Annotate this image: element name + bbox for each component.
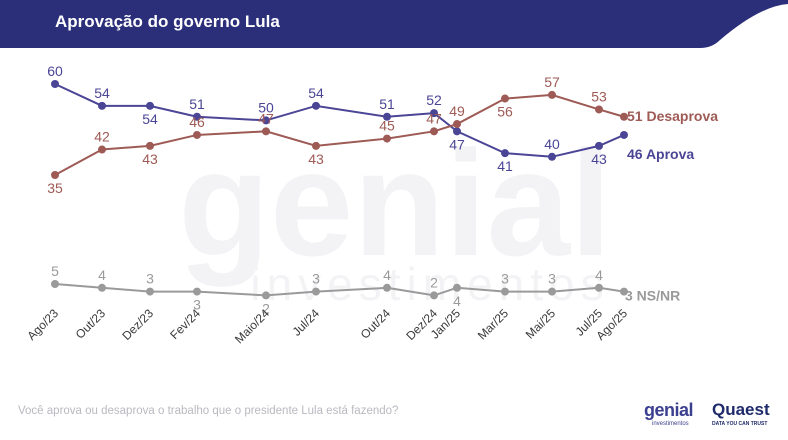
aprova-value-label: 51	[379, 96, 395, 112]
desaprova-point	[453, 120, 461, 128]
genial-logo-word: genial	[644, 400, 693, 421]
nsnr-point	[595, 284, 603, 292]
desaprova-point	[595, 105, 603, 113]
aprova-value-label: 54	[142, 111, 158, 127]
nsnr-value-label: 3	[312, 271, 320, 287]
survey-question: Você aprova ou desaprova o trabalho que …	[18, 405, 398, 417]
nsnr-point	[98, 284, 106, 292]
nsnr-value-label: 3	[548, 271, 556, 287]
nsnr-point	[146, 288, 154, 296]
quaest-logo: Quaest DATA YOU CAN TRUST	[712, 402, 782, 432]
nsnr-point	[453, 284, 461, 292]
quaest-logo-sub: DATA YOU CAN TRUST	[712, 421, 767, 427]
genial-logo-sub: investimentos	[652, 421, 689, 427]
nsnr-value-label: 2	[430, 274, 438, 290]
aprova-value-label: 40	[544, 136, 560, 152]
quaest-logo-word: Quaest	[712, 400, 770, 420]
desaprova-point	[430, 127, 438, 135]
nsnr-value-label: 4	[453, 293, 461, 309]
nsnr-point	[312, 288, 320, 296]
nsnr-point	[262, 291, 270, 299]
x-tick-label: Jul/24	[290, 306, 323, 339]
aprova-point	[453, 127, 461, 135]
desaprova-point	[501, 95, 509, 103]
x-tick-label: Dez/23	[119, 306, 156, 343]
aprova-value-label: 60	[47, 63, 63, 79]
desaprova-value-label: 47	[426, 110, 442, 126]
aprova-value-label: 47	[449, 136, 465, 152]
aprova-point	[548, 153, 556, 161]
desaprova-value-label: 56	[497, 104, 513, 120]
desaprova-value-label: 43	[308, 151, 324, 167]
x-tick-label: Ago/23	[24, 306, 61, 343]
desaprova-value-label: 53	[591, 88, 607, 104]
nsnr-point	[383, 284, 391, 292]
desaprova-value-label: 49	[449, 103, 465, 119]
desaprova-value-label: 42	[94, 129, 110, 145]
aprova-value-label: 51	[189, 96, 205, 112]
desaprova-value-label: 47	[258, 110, 274, 126]
nsnr-value-label: 4	[595, 267, 603, 283]
desaprova-point	[146, 142, 154, 150]
desaprova-point	[548, 91, 556, 99]
nsnr-value-label: 4	[98, 267, 106, 283]
aprova-value-label: 54	[308, 85, 324, 101]
desaprova-end-label: 51 Desaprova	[627, 108, 718, 124]
desaprova-value-label: 46	[189, 114, 205, 130]
desaprova-point	[312, 142, 320, 150]
nsnr-point	[193, 288, 201, 296]
x-tick-label: Mar/25	[475, 306, 512, 343]
desaprova-value-label: 57	[544, 74, 560, 90]
x-axis-ticks: Ago/23 Out/23 Dez/23 Fev/24 Maio/24 Jul/24 Out…	[24, 306, 630, 346]
desaprova-point	[383, 135, 391, 143]
nsnr-end-label: 3 NS/NR	[625, 288, 680, 304]
x-tick-label: Fev/24	[167, 306, 203, 342]
x-tick-label: Maio/24	[232, 306, 272, 346]
nsnr-value-label: 5	[51, 263, 59, 279]
desaprova-point	[51, 171, 59, 179]
aprova-point	[501, 149, 509, 157]
nsnr-point	[51, 280, 59, 288]
nsnr-value-label: 3	[146, 271, 154, 287]
x-tick-label: Out/23	[73, 306, 109, 342]
desaprova-point	[98, 146, 106, 154]
x-tick-label: Out/24	[358, 306, 394, 342]
aprova-point	[620, 131, 628, 139]
aprova-value-label: 54	[94, 85, 110, 101]
aprova-value-label: 43	[591, 151, 607, 167]
desaprova-value-label: 45	[379, 118, 395, 134]
x-tick-label: Mai/25	[523, 306, 559, 342]
nsnr-value-label: 3	[501, 271, 509, 287]
nsnr-point	[548, 288, 556, 296]
aprova-point	[51, 80, 59, 88]
desaprova-value-label: 35	[47, 180, 63, 196]
nsnr-value-label: 4	[383, 267, 391, 283]
nsnr-point	[430, 291, 438, 299]
aprova-value-label: 52	[426, 92, 442, 108]
aprova-point	[146, 102, 154, 110]
nsnr-point	[501, 288, 509, 296]
aprova-point	[595, 142, 603, 150]
genial-logo: genial investimentos	[644, 402, 706, 432]
end-labels: 46 Aprova 51 Desaprova 3 NS/NR	[625, 108, 718, 304]
desaprova-value-label: 43	[142, 151, 158, 167]
aprova-point	[98, 102, 106, 110]
aprova-end-label: 46 Aprova	[627, 146, 694, 162]
desaprova-point	[262, 127, 270, 135]
desaprova-point	[193, 131, 201, 139]
aprova-point	[312, 102, 320, 110]
aprova-value-label: 41	[497, 158, 513, 174]
